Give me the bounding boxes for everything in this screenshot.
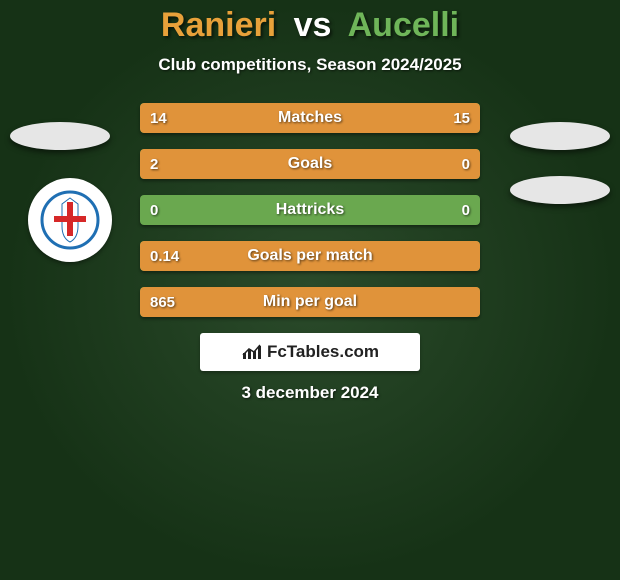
stat-label: Hattricks <box>140 195 480 225</box>
chart-icon <box>241 343 263 361</box>
stat-label: Min per goal <box>140 287 480 317</box>
brand-banner[interactable]: FcTables.com <box>200 333 420 371</box>
club-badge <box>28 178 112 262</box>
stat-row: 0.14Goals per match <box>140 241 480 271</box>
page-title: Ranieri vs Aucelli <box>0 0 620 55</box>
avatar-placeholder-left-top <box>10 122 110 150</box>
avatar-placeholder-right-bottom <box>510 176 610 204</box>
brand-text: FcTables.com <box>267 342 379 362</box>
title-vs: vs <box>294 6 332 44</box>
stat-row: 1415Matches <box>140 103 480 133</box>
stat-label: Goals per match <box>140 241 480 271</box>
stat-row: 865Min per goal <box>140 287 480 317</box>
stat-label: Matches <box>140 103 480 133</box>
stat-row: 00Hattricks <box>140 195 480 225</box>
date-text: 3 december 2024 <box>0 383 620 403</box>
subtitle: Club competitions, Season 2024/2025 <box>0 55 620 75</box>
title-right-player: Aucelli <box>348 6 459 44</box>
stat-label: Goals <box>140 149 480 179</box>
comparison-card: Ranieri vs Aucelli Club competitions, Se… <box>0 0 620 580</box>
title-left-player: Ranieri <box>161 6 276 44</box>
club-badge-icon <box>38 188 102 252</box>
avatar-placeholder-right-top <box>510 122 610 150</box>
stat-row: 20Goals <box>140 149 480 179</box>
stat-rows: 1415Matches 20Goals 00Hattricks 0.14Goals p… <box>140 103 480 317</box>
